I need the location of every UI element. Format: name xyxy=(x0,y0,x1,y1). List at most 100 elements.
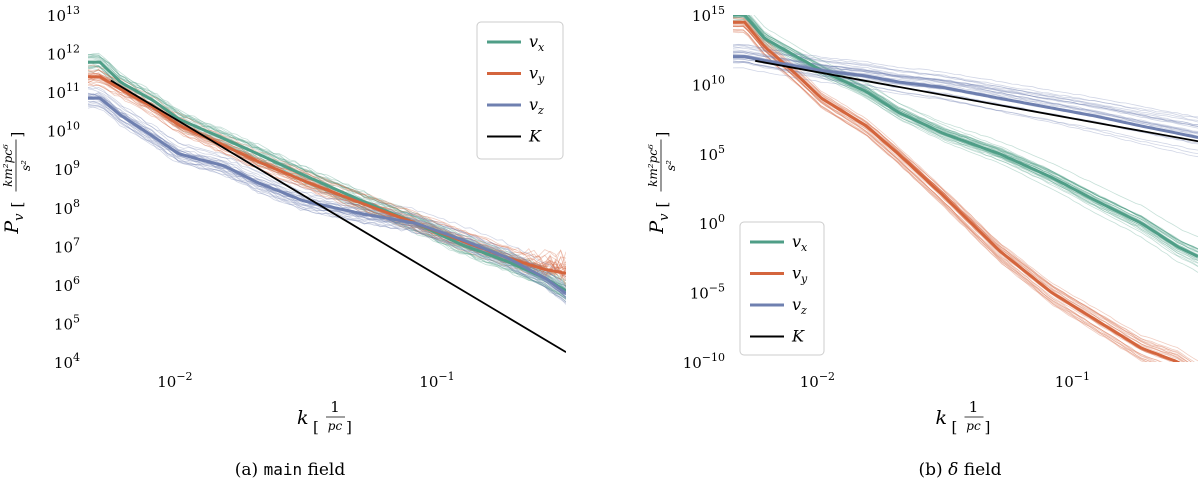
y-axis-symbol-sub: v xyxy=(657,213,672,221)
realization-vy xyxy=(733,25,1156,362)
y-axis-unit-den: s² xyxy=(19,160,33,171)
series-K-line xyxy=(110,79,566,353)
y-tick-label-1-exp: 5 xyxy=(73,312,80,325)
realization-vx xyxy=(733,16,1198,260)
y-axis-symbol: Pv xyxy=(1,213,27,235)
y-tick-label-2: 106 xyxy=(54,274,80,295)
x-axis-unit-num: 1 xyxy=(330,398,340,416)
x-tick-label-0-exp: −2 xyxy=(819,370,835,383)
realization-vy xyxy=(88,82,566,275)
y-tick-label-2-base: 10 xyxy=(54,277,73,295)
caption: (b) δ field xyxy=(919,460,1002,480)
realization-vz xyxy=(88,86,566,288)
legend-box xyxy=(739,221,825,356)
realization-vx xyxy=(733,16,1198,261)
x-tick-label-0-base: 10 xyxy=(800,373,819,391)
y-tick-label-5: 109 xyxy=(54,158,80,179)
legend-label-main: K xyxy=(528,127,542,146)
y-tick-label-0-base: 10 xyxy=(54,354,73,372)
legend-label-main: v xyxy=(792,264,801,283)
caption-prefix: (b) xyxy=(919,460,949,480)
y-tick-label-7: 1011 xyxy=(47,81,80,102)
realization-vy xyxy=(733,29,1146,362)
realization-vz xyxy=(88,88,566,287)
series-vz-line xyxy=(733,55,1198,139)
y-tick-label-3: 105 xyxy=(699,143,725,164)
series-vy-line xyxy=(733,20,1181,362)
x-tick-label-1-exp: −1 xyxy=(1074,370,1090,383)
x-axis-label: k [1 pc] xyxy=(936,398,991,436)
y-axis-bracket-left: [ xyxy=(8,202,26,208)
y-tick-label-0: 10−10 xyxy=(683,351,725,372)
y-axis-bracket-left: [ xyxy=(653,202,671,208)
y-axis-symbol: Pv xyxy=(646,213,672,235)
y-axis-symbol-sub: v xyxy=(12,213,27,221)
y-axis-symbol-main: P xyxy=(1,220,23,235)
plot-area xyxy=(733,15,1198,362)
x-axis-unit-num: 1 xyxy=(969,398,979,416)
realization-vx xyxy=(745,15,1198,250)
x-tick-label-1-base: 10 xyxy=(419,373,438,391)
series-vx-line xyxy=(733,15,1198,258)
caption-suffix: field xyxy=(958,460,1001,480)
realization-vz xyxy=(733,46,1198,125)
realization-vx xyxy=(88,56,566,286)
y-tick-label-4-base: 10 xyxy=(692,76,711,94)
realization-vx xyxy=(733,15,1198,267)
y-tick-label-3-exp: 5 xyxy=(718,143,725,156)
x-axis-bracket-right: ] xyxy=(346,418,352,436)
realization-vz xyxy=(88,105,566,304)
y-tick-label-1-exp: −5 xyxy=(709,282,725,295)
y-tick-label-8: 1012 xyxy=(47,43,80,64)
y-axis-unit-num: km²pc⁶ xyxy=(1,144,15,187)
x-tick-label-0: 10−2 xyxy=(800,370,835,391)
realization-vz xyxy=(88,93,566,290)
realization-vy xyxy=(733,31,1163,362)
realization-vy xyxy=(733,25,1162,362)
x-axis-unit-den: pc xyxy=(328,419,343,433)
y-tick-label-1-base: 10 xyxy=(54,315,73,333)
legend-label-vx: vx xyxy=(792,232,808,254)
y-tick-label-5-exp: 15 xyxy=(711,4,725,17)
y-tick-label-5: 1015 xyxy=(692,4,725,25)
y-tick-label-5-base: 10 xyxy=(692,7,711,25)
y-tick-label-1: 10−5 xyxy=(690,282,725,303)
x-axis-bracket-right: ] xyxy=(985,418,991,436)
y-tick-label-8-base: 10 xyxy=(47,46,66,64)
caption-prefix: (a) xyxy=(235,460,264,480)
realization-vx xyxy=(747,15,1198,253)
legend-label-K: K xyxy=(791,327,805,346)
y-tick-label-4-base: 10 xyxy=(54,200,73,218)
legend-label-vz: vz xyxy=(529,95,544,117)
realization-vy xyxy=(733,17,1189,362)
legend-label-sub: y xyxy=(537,73,545,86)
plot-area xyxy=(88,52,566,353)
realization-vx xyxy=(746,15,1198,251)
realization-vz xyxy=(733,67,1198,151)
realization-vz xyxy=(88,105,566,301)
realization-vx xyxy=(88,55,566,286)
y-tick-label-4: 1010 xyxy=(692,73,725,94)
y-axis-unit-den: s² xyxy=(664,160,678,171)
y-axis-unit-num: km²pc⁶ xyxy=(646,144,660,187)
y-axis-label: Pv [km²pc⁶ s²] xyxy=(1,132,33,235)
caption-suffix: field xyxy=(302,460,345,480)
legend-label-sub: y xyxy=(800,273,808,286)
y-tick-label-2-exp: 6 xyxy=(73,274,80,287)
realization-vz xyxy=(733,47,1198,121)
realization-vx xyxy=(88,54,566,287)
realization-vz xyxy=(88,103,566,305)
caption-symbol: δ xyxy=(948,460,958,480)
realization-vz xyxy=(88,100,566,298)
legend-label-main: v xyxy=(529,32,538,51)
y-tick-label-0-exp: −10 xyxy=(702,351,725,364)
legend-label-K: K xyxy=(528,127,542,146)
realization-vz xyxy=(88,86,566,278)
legend-label-vy: vy xyxy=(792,264,808,286)
caption-code: main xyxy=(264,460,303,479)
legend-label-sub: z xyxy=(537,104,544,117)
realization-vz xyxy=(733,43,1198,118)
